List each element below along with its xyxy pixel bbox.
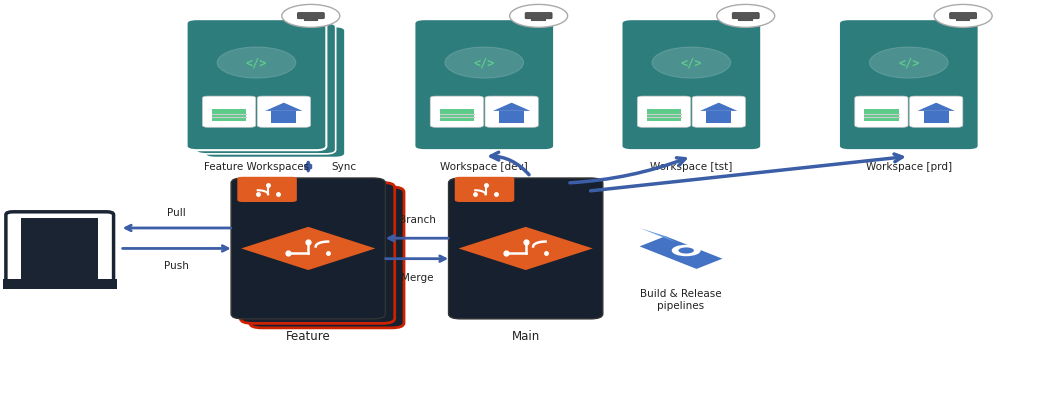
FancyBboxPatch shape: [3, 279, 117, 289]
FancyBboxPatch shape: [211, 109, 247, 121]
FancyBboxPatch shape: [449, 178, 603, 319]
FancyBboxPatch shape: [237, 177, 297, 202]
FancyBboxPatch shape: [949, 12, 976, 19]
Text: </>: </>: [474, 56, 494, 69]
Polygon shape: [701, 103, 737, 111]
FancyArrowPatch shape: [491, 152, 529, 175]
Polygon shape: [459, 227, 592, 270]
Polygon shape: [639, 228, 676, 242]
Text: </>: </>: [681, 56, 702, 69]
FancyBboxPatch shape: [298, 12, 325, 19]
Text: Workspace [tst]: Workspace [tst]: [651, 161, 733, 172]
Text: Push: Push: [164, 261, 189, 271]
FancyBboxPatch shape: [839, 19, 979, 150]
Text: Build & Release
pipelines: Build & Release pipelines: [640, 289, 721, 311]
Polygon shape: [639, 236, 722, 269]
Polygon shape: [493, 103, 530, 111]
FancyBboxPatch shape: [196, 23, 335, 154]
Circle shape: [671, 245, 701, 256]
Circle shape: [510, 5, 567, 27]
FancyBboxPatch shape: [646, 109, 681, 121]
Circle shape: [869, 47, 948, 78]
Circle shape: [445, 47, 524, 78]
FancyBboxPatch shape: [637, 96, 690, 127]
FancyBboxPatch shape: [910, 96, 963, 127]
Polygon shape: [242, 227, 376, 270]
FancyBboxPatch shape: [430, 96, 483, 127]
Text: </>: </>: [898, 56, 919, 69]
FancyArrowPatch shape: [590, 154, 903, 191]
Text: Workspace [dev]: Workspace [dev]: [440, 161, 528, 172]
FancyArrowPatch shape: [569, 158, 685, 183]
FancyBboxPatch shape: [692, 96, 745, 127]
FancyBboxPatch shape: [231, 178, 385, 319]
FancyBboxPatch shape: [732, 12, 759, 19]
FancyBboxPatch shape: [864, 109, 898, 121]
Circle shape: [652, 47, 731, 78]
FancyBboxPatch shape: [706, 111, 731, 123]
Text: Pull: Pull: [168, 208, 186, 218]
FancyBboxPatch shape: [202, 96, 256, 127]
FancyBboxPatch shape: [22, 218, 98, 281]
FancyBboxPatch shape: [621, 19, 761, 150]
FancyBboxPatch shape: [855, 96, 908, 127]
Text: Merge: Merge: [401, 273, 433, 283]
Text: Branch: Branch: [399, 215, 435, 225]
FancyBboxPatch shape: [439, 109, 474, 121]
Polygon shape: [917, 103, 955, 111]
Text: Workspace [prd]: Workspace [prd]: [866, 161, 951, 172]
FancyBboxPatch shape: [272, 111, 297, 123]
Text: </>: </>: [246, 56, 268, 69]
Circle shape: [679, 247, 694, 254]
FancyBboxPatch shape: [205, 27, 345, 158]
Circle shape: [934, 5, 992, 27]
FancyBboxPatch shape: [455, 177, 514, 202]
Circle shape: [218, 47, 296, 78]
FancyBboxPatch shape: [500, 111, 524, 123]
FancyBboxPatch shape: [525, 12, 552, 19]
FancyBboxPatch shape: [6, 212, 113, 287]
FancyBboxPatch shape: [485, 96, 538, 127]
FancyBboxPatch shape: [240, 183, 395, 323]
FancyBboxPatch shape: [250, 187, 404, 328]
Circle shape: [716, 5, 775, 27]
FancyBboxPatch shape: [923, 111, 948, 123]
Text: Main: Main: [511, 330, 540, 342]
Text: Feature: Feature: [286, 330, 331, 342]
FancyBboxPatch shape: [414, 19, 554, 150]
Text: Feature Workspaces: Feature Workspaces: [204, 161, 309, 172]
FancyBboxPatch shape: [257, 96, 310, 127]
FancyBboxPatch shape: [186, 19, 327, 150]
Circle shape: [282, 5, 339, 27]
Polygon shape: [265, 103, 303, 111]
Text: Sync: Sync: [331, 161, 356, 171]
